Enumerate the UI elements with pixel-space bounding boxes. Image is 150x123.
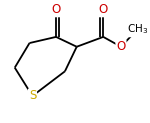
Text: O: O: [99, 3, 108, 16]
Text: S: S: [29, 89, 36, 102]
Text: O: O: [51, 3, 61, 16]
Text: O: O: [116, 40, 126, 53]
Text: CH$_3$: CH$_3$: [127, 23, 148, 36]
